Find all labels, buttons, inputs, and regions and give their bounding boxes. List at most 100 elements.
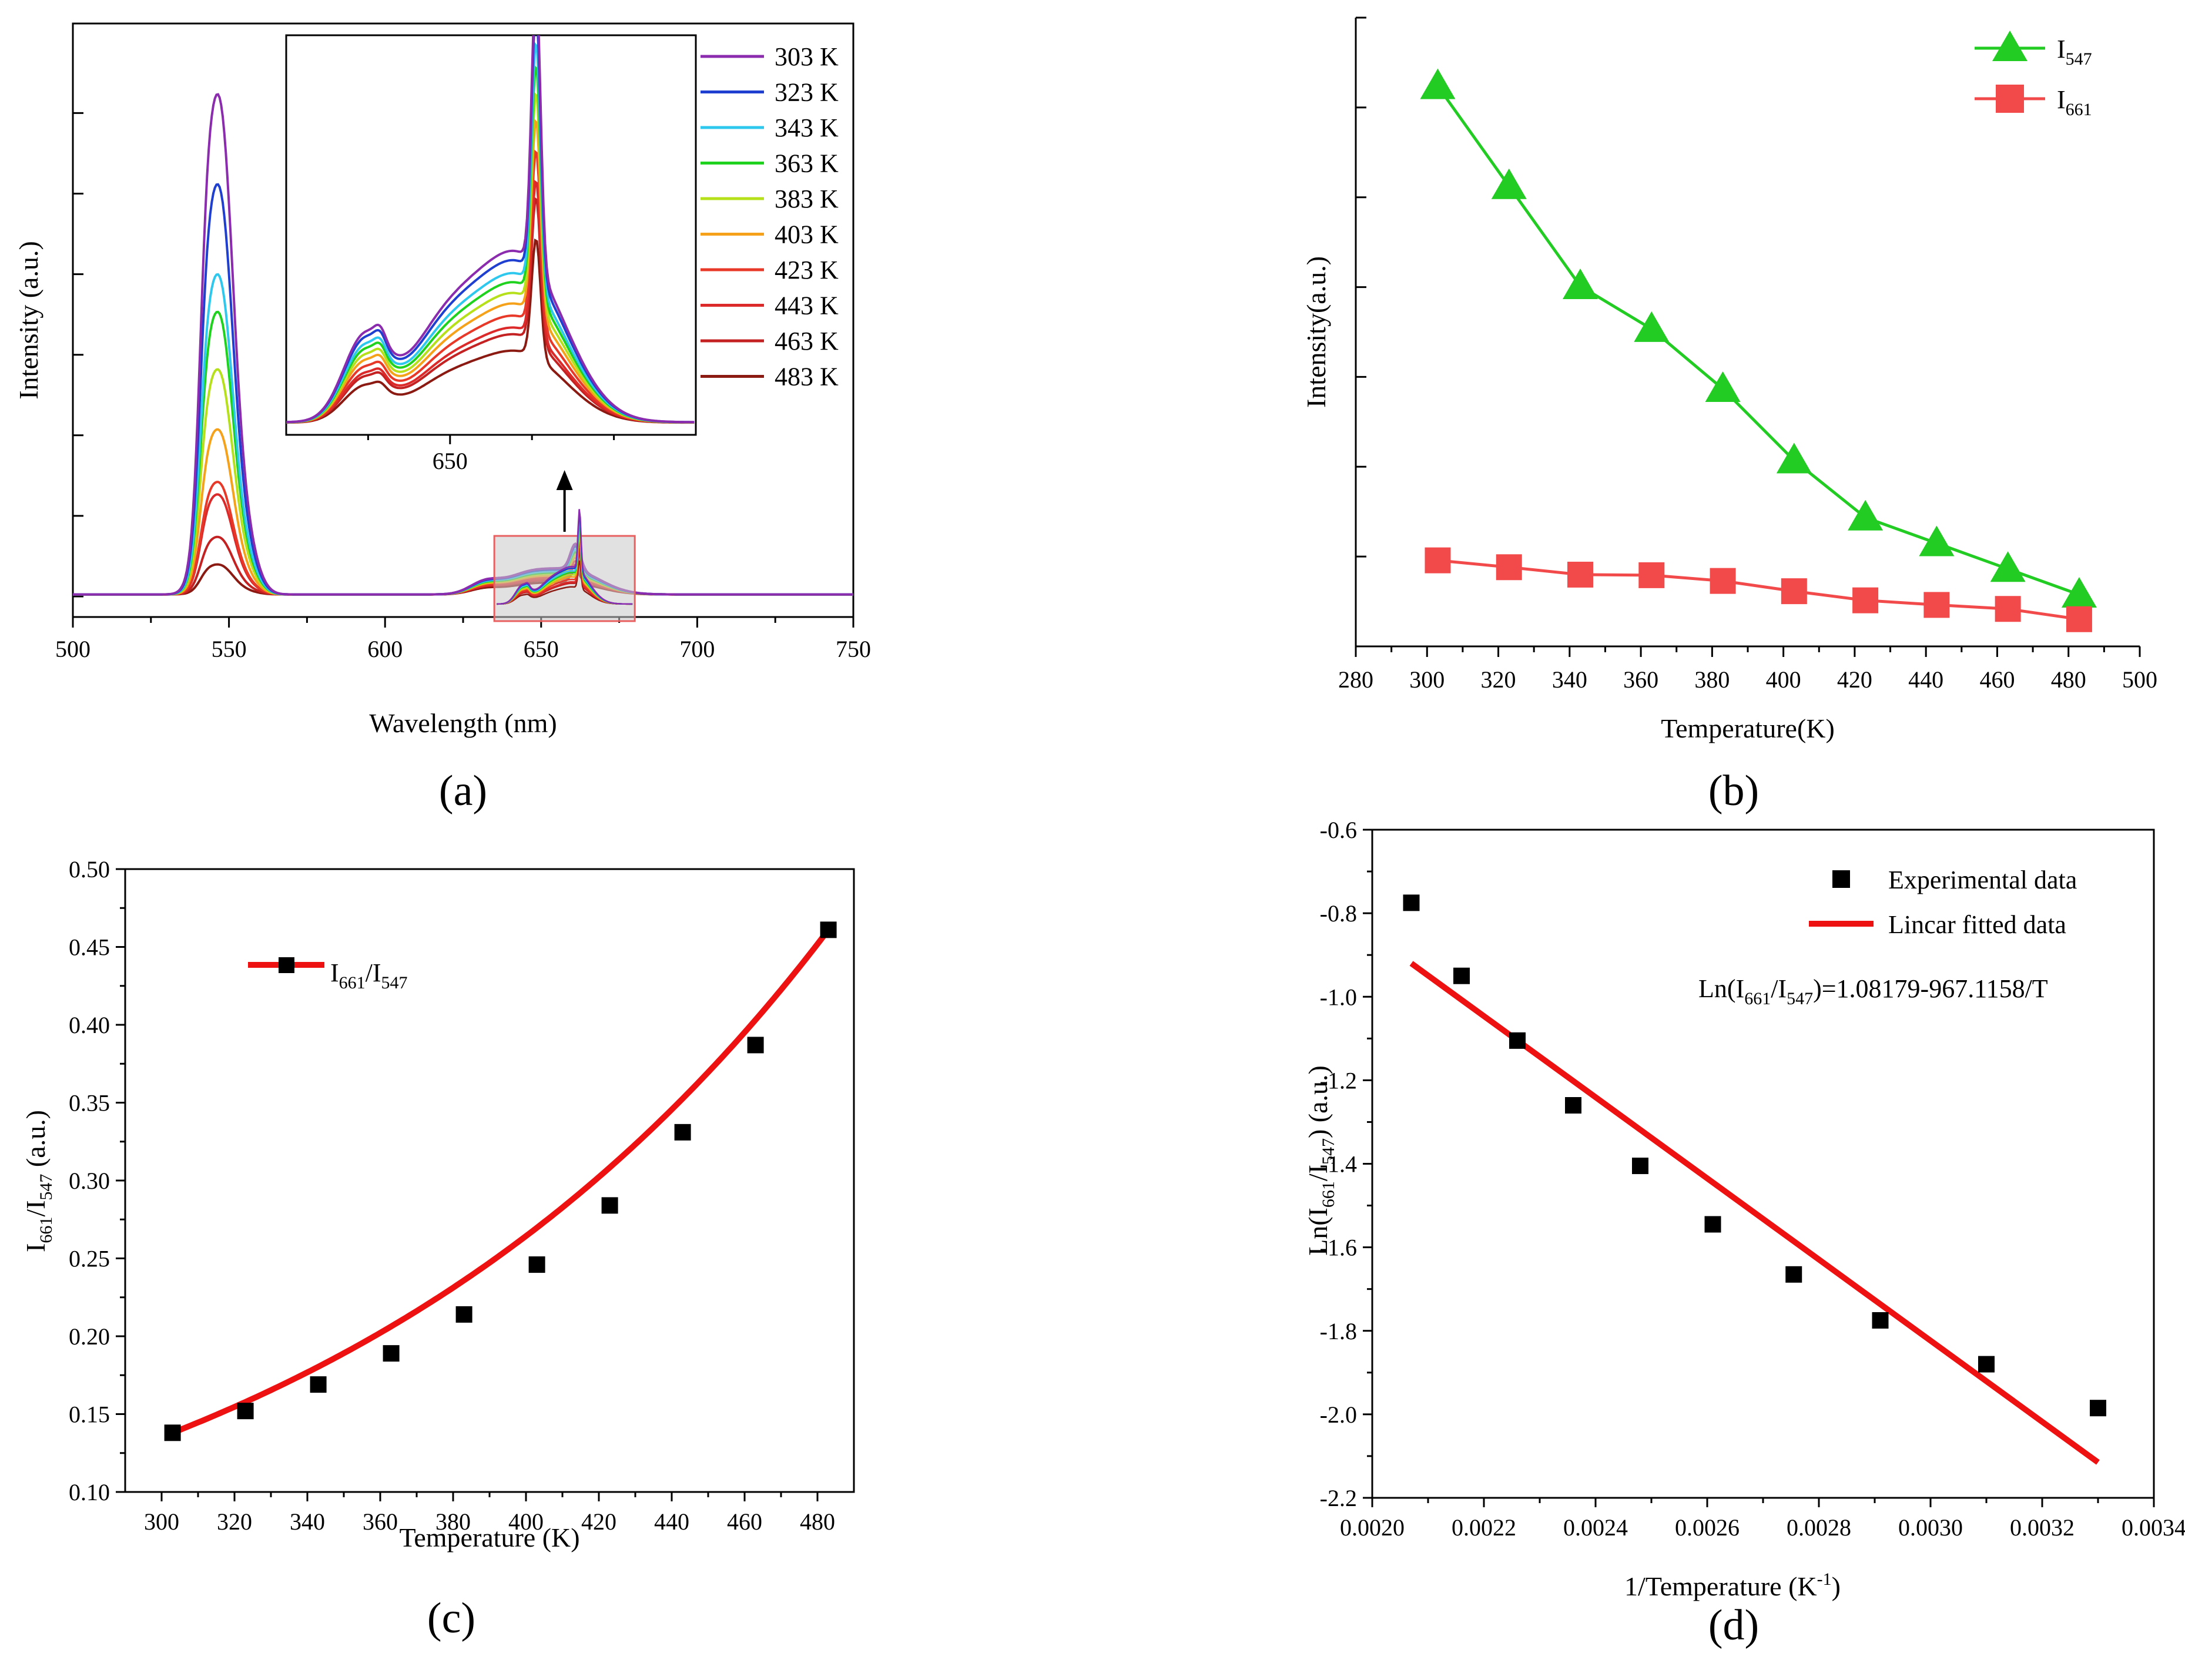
y-tick-label: -1.6: [1320, 1235, 1357, 1261]
zoom-303K: [497, 509, 633, 605]
panel-b-intensity: 280 300 320 340 360 380 400 420 440 460 480 500 I54…: [1301, 16, 2157, 815]
legend-square-marker: [1832, 870, 1850, 888]
x-tick-label: 320: [217, 1508, 252, 1535]
x-tick-label: 0.0030: [1898, 1514, 1963, 1541]
panel-a-arrow-head: [556, 470, 573, 490]
spectrum-303K: [73, 93, 853, 596]
panel-d-label: (d): [1708, 1601, 1759, 1649]
x-tick-label: 300: [1409, 666, 1445, 693]
x-tick-label: 440: [1908, 666, 1943, 693]
data-point: [1509, 1032, 1526, 1049]
y-tick-label: -0.6: [1320, 817, 1357, 843]
legend-label: 323 K: [775, 78, 839, 107]
x-tick-label: 0.0024: [1563, 1514, 1628, 1541]
x-tick-label: 550: [212, 636, 247, 662]
square-marker: [1710, 568, 1736, 594]
x-tick-label: 600: [367, 636, 403, 662]
x-tick-label: 380: [1694, 666, 1730, 693]
inset-curves: [286, 35, 695, 424]
x-tick-label: 0.0032: [2010, 1514, 2075, 1541]
panel-d-x-label: 1/Temperature (K-1): [1624, 1570, 1841, 1601]
y-tick-label: -1.0: [1320, 984, 1357, 1010]
data-point: [455, 1306, 472, 1323]
data-point: [1872, 1312, 1889, 1329]
data-point: [237, 1403, 254, 1420]
panel-a-zoom-box-curves: [497, 509, 633, 605]
panel-b-y-ticks: [1356, 16, 1366, 648]
legend-label: 343 K: [775, 113, 839, 142]
triangle-marker: [2061, 576, 2097, 608]
x-tick-label: 340: [290, 1508, 325, 1535]
triangle-marker: [1705, 371, 1741, 402]
x-tick-label: 0.0028: [1787, 1514, 1851, 1541]
x-tick-label: 0.0034: [2122, 1514, 2185, 1541]
triangle-marker: [1919, 525, 1955, 556]
x-tick-label: 460: [1979, 666, 2015, 693]
y-tick-label: 0.30: [69, 1168, 110, 1194]
x-tick-label: 650: [524, 636, 559, 662]
data-point: [601, 1197, 618, 1214]
data-point: [310, 1376, 327, 1393]
data-point: [747, 1037, 764, 1054]
y-tick-label: -1.4: [1320, 1151, 1357, 1178]
panel-a-x-label: Wavelength (nm): [369, 708, 557, 738]
data-point: [528, 1256, 545, 1273]
legend-label: 303 K: [775, 42, 839, 71]
data-point: [1785, 1266, 1802, 1283]
panel-d-fit-line: [1409, 961, 2100, 1465]
legend-label: 363 K: [775, 149, 839, 178]
panel-b-x-label: Temperature(K): [1661, 713, 1835, 743]
panel-d-points: [1403, 894, 2106, 1417]
panel-b-label: (b): [1708, 767, 1759, 815]
x-tick-label: 340: [1552, 666, 1587, 693]
legend-i547: I547: [2057, 35, 2092, 69]
square-marker: [1852, 587, 1879, 613]
panel-a-label: (a): [439, 767, 487, 815]
square-marker: [1923, 592, 1950, 618]
legend-label: 463 K: [775, 327, 839, 356]
x-tick-label: 400: [1766, 666, 1801, 693]
data-point: [2090, 1400, 2106, 1417]
x-tick-label: 500: [2122, 666, 2157, 693]
triangle-marker: [1420, 68, 1456, 99]
panel-d-legend: Experimental data Lincar fitted data: [1809, 866, 2077, 939]
panel-c-legend: I661/I547: [248, 957, 408, 992]
y-tick-label: 0.35: [69, 1090, 110, 1116]
square-marker: [1638, 562, 1665, 588]
panel-b-x-ticks: 280 300 320 340 360 380 400 420 440 460 480 500: [1338, 646, 2157, 693]
x-tick-label: 0.0026: [1675, 1514, 1740, 1541]
y-tick-label: -0.8: [1320, 900, 1357, 927]
legend-label: 483 K: [775, 363, 839, 391]
square-marker: [2066, 606, 2092, 632]
legend-label: 403 K: [775, 220, 839, 249]
panel-b-series: [1420, 68, 2097, 632]
panel-a-x-ticks: 500 550 600 650 700 750: [55, 617, 871, 662]
data-point: [164, 1424, 181, 1441]
series-line-547: [1436, 85, 2080, 596]
y-tick-label: 0.45: [69, 934, 110, 961]
legend-ratio: I661/I547: [330, 958, 408, 992]
y-tick-label: 0.15: [69, 1401, 110, 1428]
x-tick-label: 300: [144, 1508, 179, 1535]
legend-label: 383 K: [775, 185, 839, 213]
x-tick-label: 0.0020: [1340, 1514, 1405, 1541]
data-point: [1632, 1158, 1648, 1175]
inset-303K: [286, 35, 695, 424]
x-tick-label: 460: [727, 1508, 762, 1535]
data-point: [820, 921, 837, 938]
panel-d-x-ticks: 0.0020 0.0022 0.0024 0.0026 0.0028 0.0030 0.00…: [1340, 1498, 2185, 1541]
data-point: [1565, 1097, 1581, 1114]
legend-triangle-marker: [1992, 31, 2028, 61]
y-tick-label: -2.0: [1320, 1401, 1357, 1428]
data-point: [1403, 894, 1420, 911]
panel-c-points: [164, 921, 837, 1441]
legend-square-marker: [279, 957, 294, 973]
square-marker: [1425, 547, 1451, 574]
x-tick-label: 280: [1338, 666, 1373, 693]
square-marker: [1496, 554, 1522, 581]
y-tick-label: -1.2: [1320, 1067, 1357, 1094]
y-tick-label: 0.50: [69, 856, 110, 883]
legend-label: 443 K: [775, 291, 839, 320]
series-line-661: [1437, 559, 2080, 621]
